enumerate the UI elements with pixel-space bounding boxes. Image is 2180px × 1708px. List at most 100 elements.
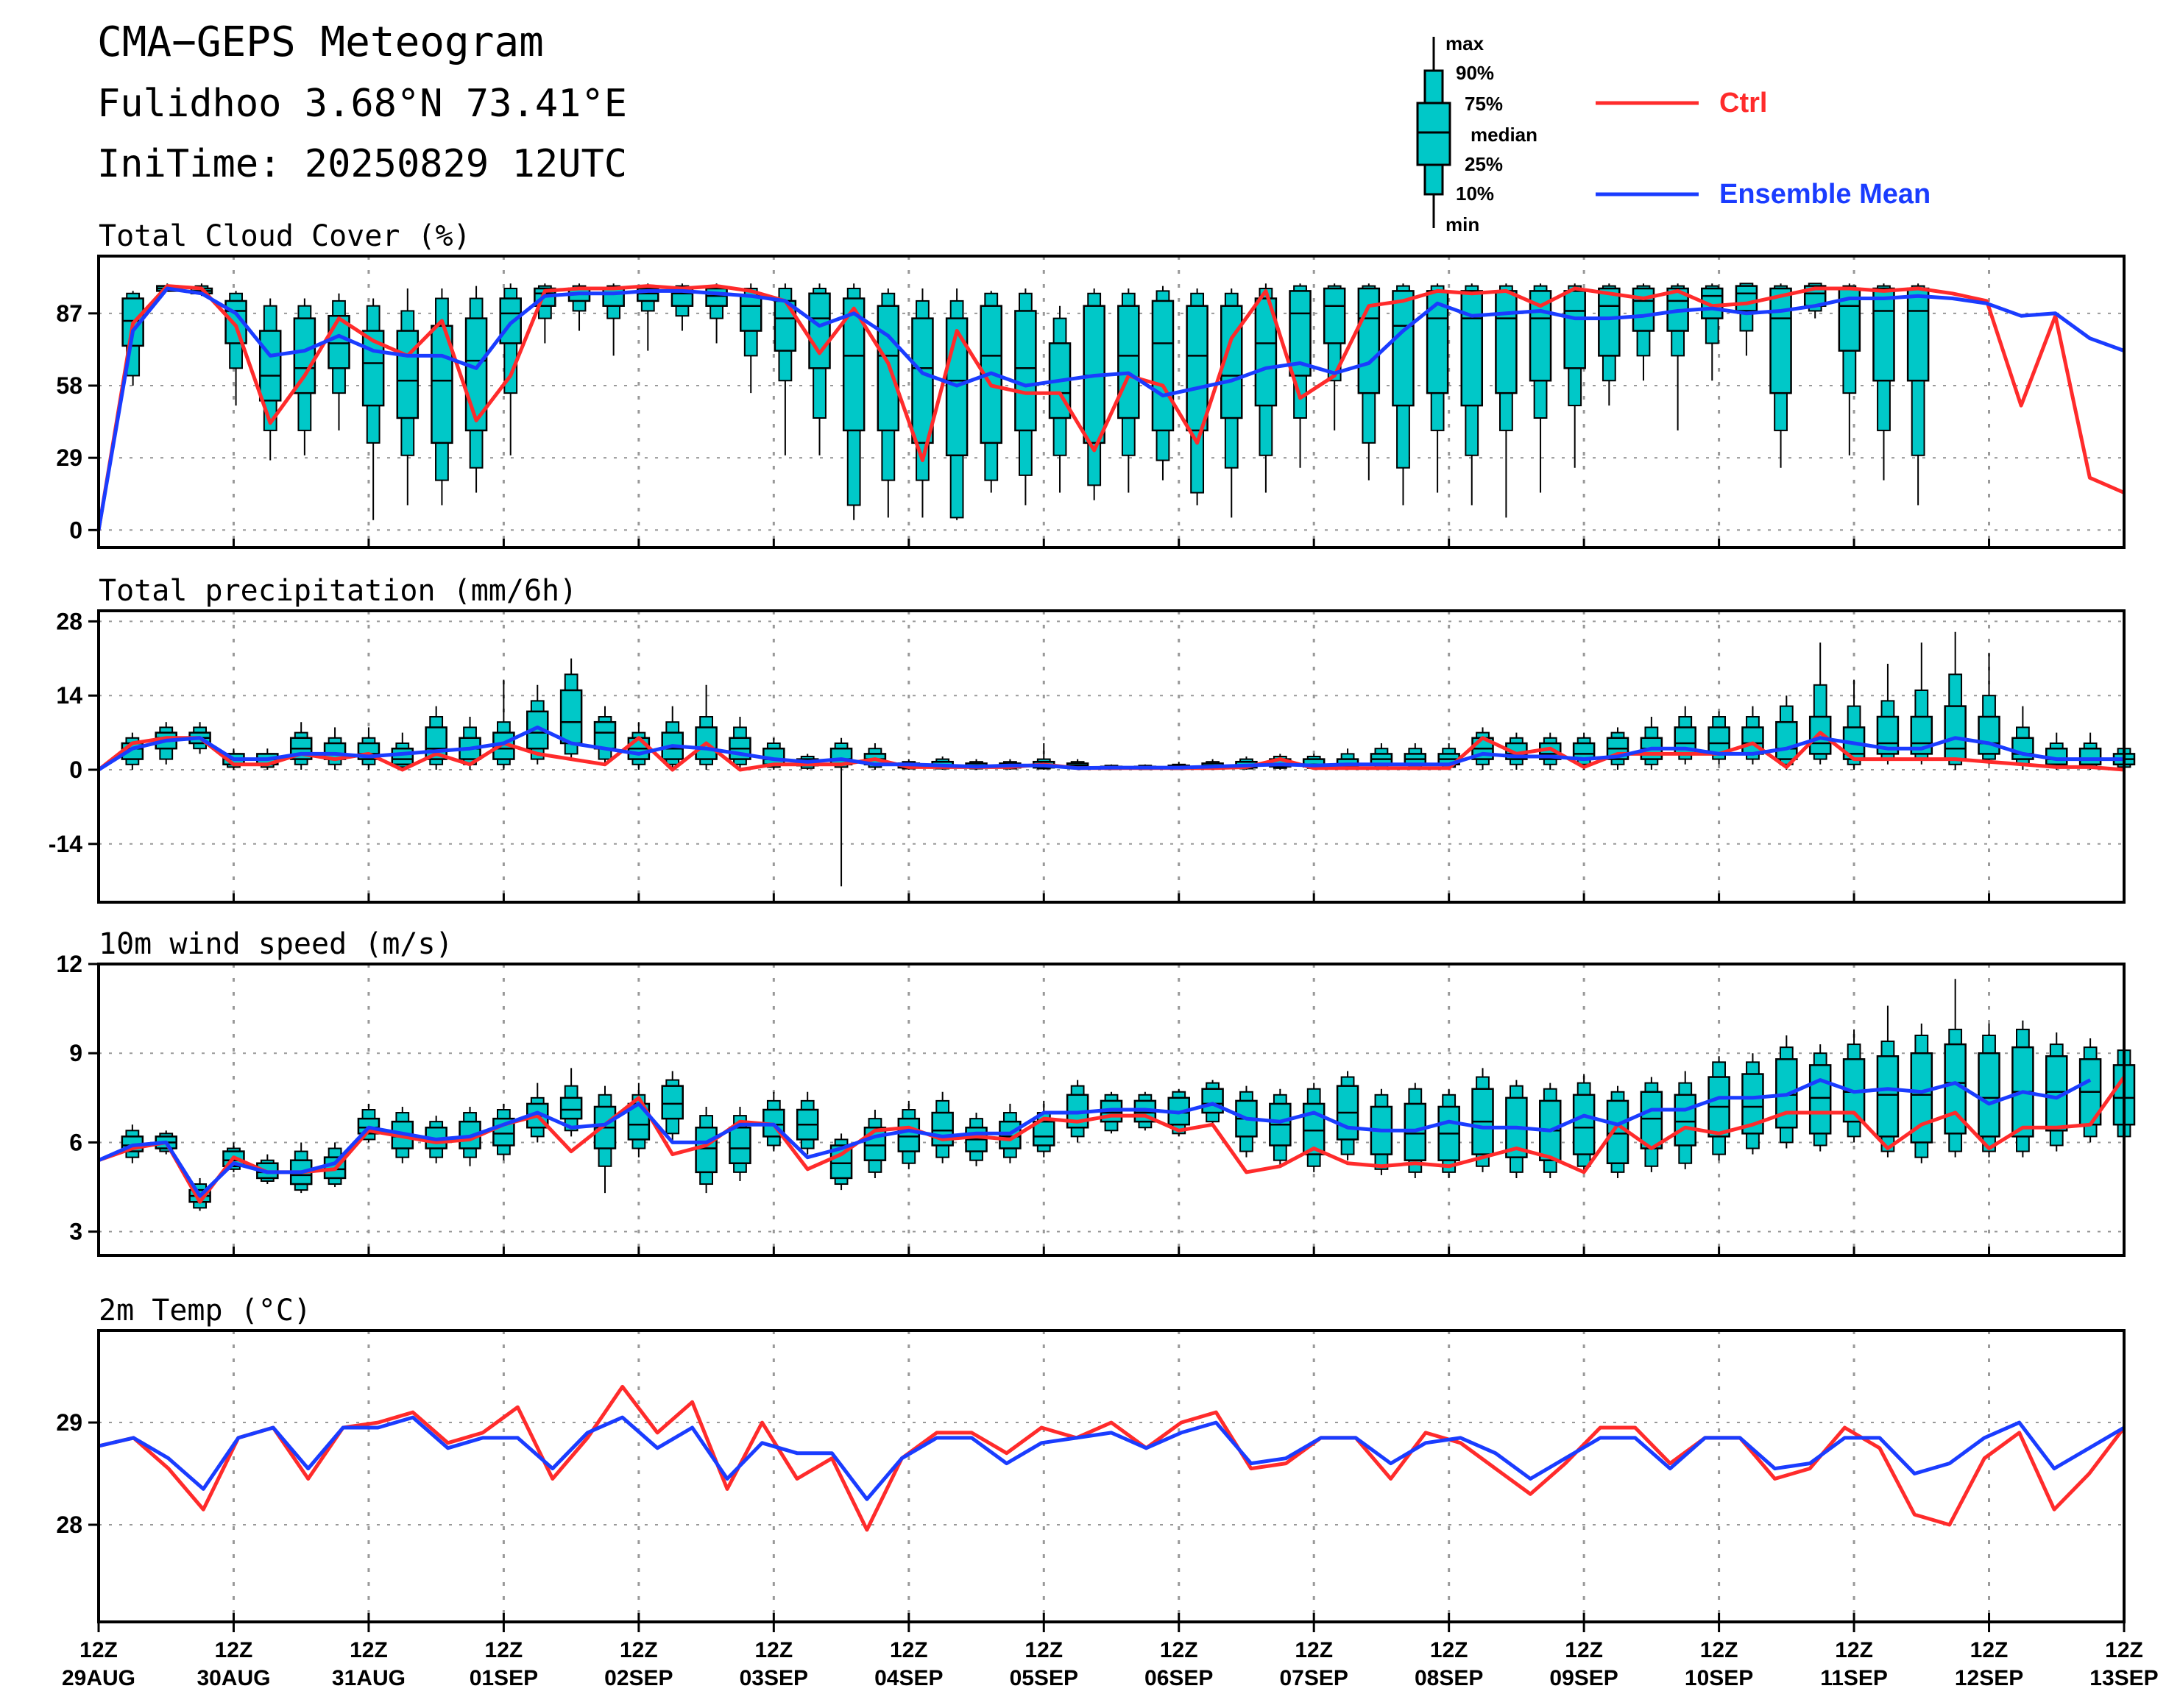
legend-ctrl-label: Ctrl	[1719, 88, 1767, 118]
box-inner	[1632, 287, 1655, 332]
ensemble-box	[661, 1071, 684, 1143]
ensemble-box	[1735, 283, 1758, 356]
ensemble-box	[2045, 1032, 2068, 1152]
ensemble-box	[1323, 283, 1346, 430]
ensemble-box	[1872, 283, 1895, 481]
x-tick-label-hour: 12Z	[1565, 1638, 1603, 1662]
x-tick-label-date: 06SEP	[1144, 1666, 1213, 1690]
ensemble-box	[1838, 283, 1861, 456]
legend-box	[1416, 102, 1451, 166]
x-tick-label-hour: 12Z	[620, 1638, 658, 1662]
ensemble-box	[670, 283, 694, 331]
y-tick-label: 3	[69, 1219, 82, 1245]
y-tick-label: 28	[56, 608, 82, 634]
ensemble-box	[2045, 732, 2068, 770]
legend-box-lower	[1423, 163, 1444, 196]
ensemble-box	[980, 291, 1002, 493]
x-tick-label-date: 29AUG	[62, 1666, 135, 1690]
legend: max 90% 75% median 25% 10% min Ctrl Ense…	[1416, 32, 1930, 235]
ensemble-box	[863, 1110, 887, 1178]
box-inner	[1808, 715, 1832, 755]
legend-min: min	[1445, 213, 1479, 235]
box-inner	[1769, 287, 1792, 394]
ensemble-mean-line	[97, 1078, 2092, 1198]
ensemble-mean-line	[97, 725, 2124, 772]
ensemble-box	[1632, 283, 1655, 381]
box-inner	[1014, 310, 1037, 432]
box-inner	[863, 1126, 887, 1161]
ensemble-box	[1701, 283, 1724, 381]
x-tick-label-hour: 12Z	[1700, 1638, 1738, 1662]
ensemble-box	[1906, 283, 1930, 506]
ensemble-box	[559, 1068, 583, 1137]
ensemble-box	[1842, 679, 1866, 770]
box-inner	[1808, 1064, 1832, 1135]
header: CMA−GEPS Meteogram Fulidhoo 3.68°N 73.41…	[97, 18, 627, 186]
ensemble-box	[425, 706, 447, 770]
location-label: Fulidhoo 3.68°N 73.41°E	[97, 82, 627, 126]
y-tick-label: 0	[69, 517, 82, 543]
legend-p90: 90%	[1456, 62, 1494, 84]
legend-p25: 25%	[1465, 153, 1503, 175]
ensemble-box	[931, 1091, 954, 1163]
ensemble-box	[1235, 1085, 1258, 1158]
box-inner	[1323, 287, 1346, 344]
panel-frame	[97, 963, 2126, 1257]
y-tick-label: 58	[56, 372, 82, 399]
y-tick-label: 12	[56, 951, 82, 977]
ensemble-box	[1808, 642, 1832, 765]
ensemble-box	[1220, 288, 1243, 518]
ensemble-box	[1014, 288, 1037, 506]
box-inner	[705, 287, 728, 307]
panel-3: 10m wind speed (m/s) 3 6 9 12	[56, 927, 2136, 1257]
ensemble-box	[391, 732, 414, 770]
ensemble-box	[1666, 283, 1689, 430]
box-inner	[1117, 305, 1140, 419]
ensemble-box	[1471, 1068, 1494, 1172]
ensemble-box	[396, 288, 420, 506]
box-inner	[2078, 747, 2102, 766]
box-inner	[695, 1126, 718, 1174]
box-legend: max 90% 75% median 25% 10% min	[1416, 32, 1537, 235]
ensemble-box	[808, 283, 831, 456]
ensemble-mean-line	[96, 286, 2125, 531]
box-inner	[1707, 726, 1730, 755]
box-inner	[293, 317, 316, 394]
ensemble-box	[796, 1091, 819, 1155]
box-inner	[1563, 290, 1586, 369]
box-inner	[1220, 305, 1243, 419]
ensemble-box	[1392, 283, 1415, 506]
box-inner	[1572, 1094, 1596, 1155]
x-tick-label-date: 03SEP	[740, 1666, 808, 1690]
ensemble-box	[637, 283, 659, 351]
ensemble-box	[695, 1106, 718, 1194]
box-inner	[1741, 1073, 1764, 1135]
box-inner	[593, 720, 617, 750]
ensemble-box	[1741, 706, 1764, 765]
box-inner	[1775, 720, 1798, 760]
legend-median-label: median	[1471, 124, 1537, 146]
ensemble-box	[1302, 1082, 1326, 1172]
box-inner	[1674, 1094, 1696, 1147]
ensemble-box	[2078, 732, 2102, 770]
box-inner	[911, 317, 934, 444]
box-inner	[1735, 285, 1758, 312]
panel-1: Total Cloud Cover (%) 0 29 58 87	[56, 219, 2126, 549]
panel-4: 2m Temp (°C) 28 29	[56, 1294, 2126, 1623]
box-inner	[1392, 290, 1415, 407]
ensemble-box	[877, 288, 900, 518]
ensemble-box	[1033, 1100, 1055, 1158]
box-inner	[1640, 1091, 1663, 1149]
ensemble-box	[1674, 1071, 1696, 1169]
y-tick-label: 29	[56, 444, 82, 471]
x-tick-label-date: 08SEP	[1415, 1666, 1483, 1690]
panel-frame	[97, 255, 2126, 549]
ensemble-box	[911, 288, 934, 518]
ensemble-box	[289, 722, 313, 770]
x-tick-label-date: 31AUG	[332, 1666, 406, 1690]
ensemble-box	[661, 706, 684, 770]
ensemble-box	[593, 706, 617, 765]
ensemble-box	[1978, 653, 2000, 765]
ensemble-mean-line	[98, 1415, 2126, 1501]
x-tick-label-hour: 12Z	[890, 1638, 928, 1662]
